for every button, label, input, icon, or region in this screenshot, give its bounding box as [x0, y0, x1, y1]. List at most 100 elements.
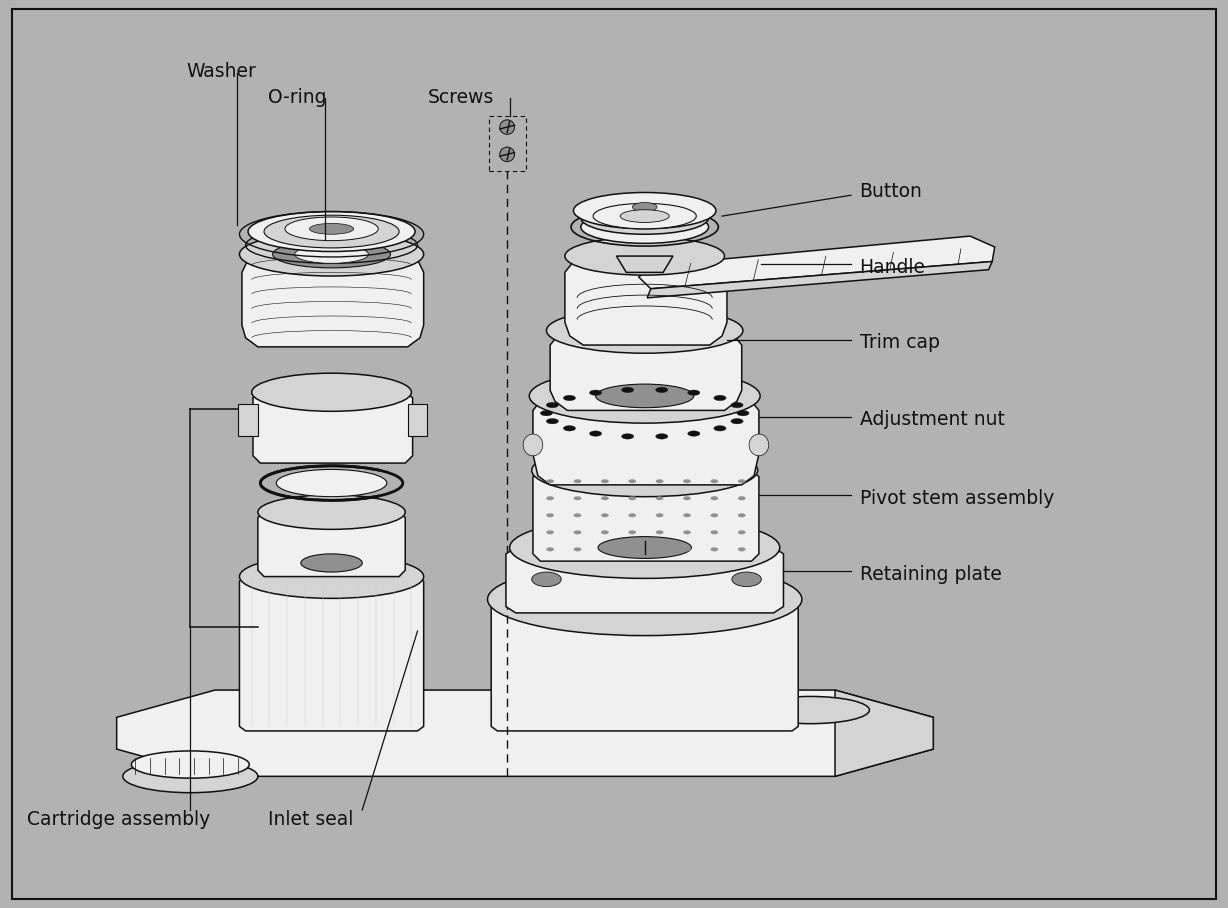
Ellipse shape	[683, 530, 690, 534]
Ellipse shape	[239, 555, 424, 598]
Polygon shape	[506, 548, 783, 613]
Polygon shape	[616, 256, 673, 272]
Ellipse shape	[738, 548, 745, 551]
Polygon shape	[258, 512, 405, 577]
Ellipse shape	[621, 387, 634, 392]
Ellipse shape	[602, 479, 609, 483]
Ellipse shape	[711, 548, 718, 551]
Ellipse shape	[621, 434, 634, 439]
Text: Screws: Screws	[427, 88, 494, 107]
Ellipse shape	[656, 497, 663, 500]
Text: Adjustment nut: Adjustment nut	[860, 410, 1005, 429]
Text: Washer: Washer	[187, 62, 257, 81]
Ellipse shape	[248, 212, 415, 252]
Ellipse shape	[500, 147, 515, 162]
Ellipse shape	[546, 308, 743, 353]
Ellipse shape	[546, 497, 554, 500]
Polygon shape	[238, 404, 258, 436]
Ellipse shape	[273, 241, 391, 268]
Ellipse shape	[656, 548, 663, 551]
Ellipse shape	[510, 517, 780, 578]
Ellipse shape	[540, 410, 553, 416]
Polygon shape	[835, 690, 933, 776]
Ellipse shape	[683, 497, 690, 500]
Ellipse shape	[573, 514, 581, 517]
Ellipse shape	[546, 514, 554, 517]
Ellipse shape	[581, 202, 709, 234]
Ellipse shape	[683, 479, 690, 483]
Polygon shape	[639, 236, 995, 289]
Ellipse shape	[564, 395, 576, 400]
Polygon shape	[253, 392, 413, 463]
Ellipse shape	[264, 215, 399, 248]
Ellipse shape	[596, 384, 694, 408]
Ellipse shape	[732, 572, 761, 587]
Ellipse shape	[629, 497, 636, 500]
Ellipse shape	[285, 217, 378, 241]
Text: Handle: Handle	[860, 258, 926, 277]
Ellipse shape	[529, 369, 760, 423]
Ellipse shape	[598, 537, 691, 558]
Ellipse shape	[295, 245, 368, 263]
Ellipse shape	[500, 120, 515, 134]
Ellipse shape	[629, 548, 636, 551]
Ellipse shape	[309, 223, 354, 234]
Ellipse shape	[573, 530, 581, 534]
Ellipse shape	[573, 479, 581, 483]
Text: Retaining plate: Retaining plate	[860, 565, 1002, 584]
Ellipse shape	[532, 444, 758, 497]
Ellipse shape	[573, 497, 581, 500]
Text: Pivot stem assembly: Pivot stem assembly	[860, 489, 1054, 508]
Ellipse shape	[656, 434, 668, 439]
Polygon shape	[491, 599, 798, 731]
Ellipse shape	[546, 479, 554, 483]
Ellipse shape	[711, 514, 718, 517]
Ellipse shape	[620, 210, 669, 222]
Ellipse shape	[258, 495, 405, 529]
Ellipse shape	[683, 514, 690, 517]
Polygon shape	[408, 404, 427, 436]
Polygon shape	[550, 331, 742, 410]
Ellipse shape	[713, 426, 726, 431]
Polygon shape	[242, 254, 424, 347]
Ellipse shape	[252, 373, 411, 411]
Ellipse shape	[711, 530, 718, 534]
Text: Button: Button	[860, 182, 922, 201]
Ellipse shape	[629, 514, 636, 517]
Ellipse shape	[581, 211, 709, 243]
Ellipse shape	[123, 760, 258, 793]
Text: Trim cap: Trim cap	[860, 333, 939, 352]
Ellipse shape	[593, 203, 696, 229]
Ellipse shape	[688, 390, 700, 395]
Ellipse shape	[737, 410, 749, 416]
Ellipse shape	[713, 395, 726, 400]
Ellipse shape	[738, 530, 745, 534]
Polygon shape	[565, 256, 727, 345]
Ellipse shape	[656, 387, 668, 392]
Polygon shape	[239, 577, 424, 731]
Text: Inlet seal: Inlet seal	[268, 810, 354, 829]
Polygon shape	[533, 396, 759, 485]
Polygon shape	[647, 262, 992, 298]
Text: O-ring: O-ring	[268, 88, 327, 107]
Polygon shape	[533, 470, 759, 561]
Ellipse shape	[731, 402, 743, 408]
Ellipse shape	[738, 497, 745, 500]
Ellipse shape	[752, 696, 869, 724]
Ellipse shape	[711, 497, 718, 500]
Text: Cartridge assembly: Cartridge assembly	[27, 810, 210, 829]
Ellipse shape	[711, 479, 718, 483]
Ellipse shape	[589, 431, 602, 437]
Ellipse shape	[276, 469, 387, 497]
Ellipse shape	[546, 419, 559, 424]
Ellipse shape	[564, 426, 576, 431]
Ellipse shape	[589, 390, 602, 395]
Ellipse shape	[602, 497, 609, 500]
Ellipse shape	[301, 554, 362, 572]
Ellipse shape	[683, 548, 690, 551]
Ellipse shape	[565, 237, 725, 275]
Ellipse shape	[656, 514, 663, 517]
Ellipse shape	[749, 434, 769, 456]
Ellipse shape	[532, 572, 561, 587]
Ellipse shape	[602, 548, 609, 551]
